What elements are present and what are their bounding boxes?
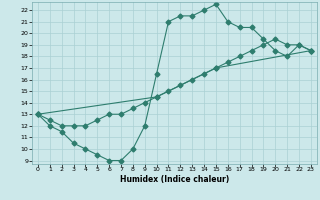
X-axis label: Humidex (Indice chaleur): Humidex (Indice chaleur)	[120, 175, 229, 184]
